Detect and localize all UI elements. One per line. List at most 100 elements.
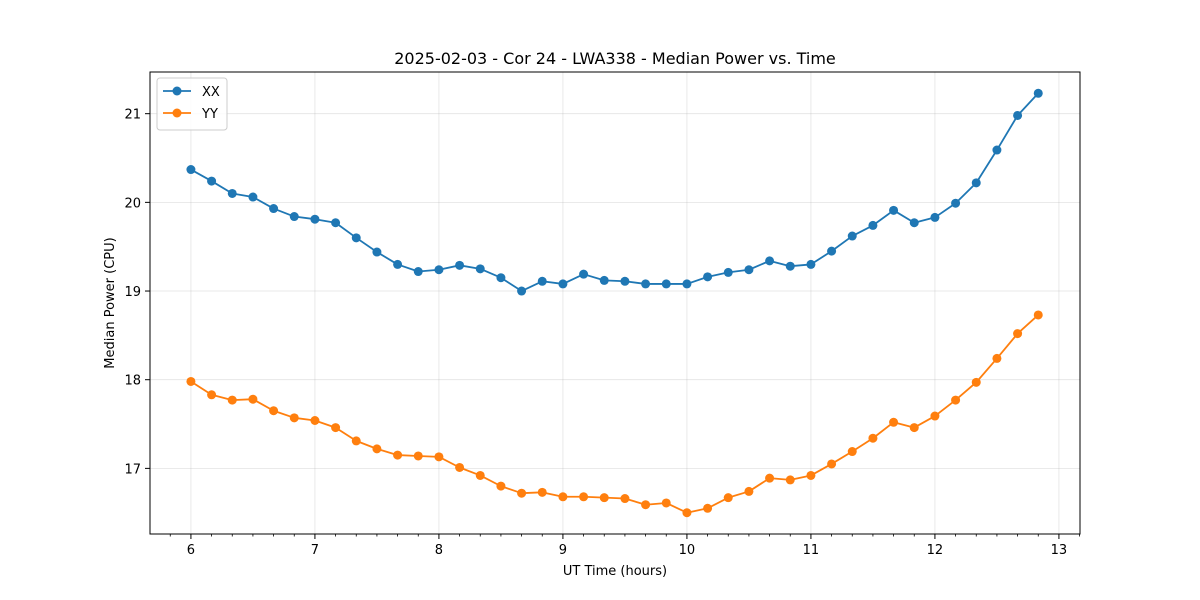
plot-area-frame	[149, 71, 1081, 535]
data-point-xx	[641, 279, 651, 289]
x-tick-label: 7	[311, 543, 319, 558]
data-point-xx	[558, 279, 568, 289]
data-point-xx	[537, 276, 547, 286]
y-tick-label: 21	[124, 108, 141, 123]
data-point-yy	[537, 487, 547, 497]
data-point-yy	[1013, 329, 1023, 339]
data-point-yy	[620, 494, 630, 504]
data-point-yy	[599, 493, 609, 503]
y-axis-title: Median Power (CPU)	[103, 237, 118, 368]
data-point-xx	[434, 265, 444, 275]
data-point-xx	[599, 275, 609, 285]
legend-label: YY	[201, 107, 218, 122]
x-tick-label: 9	[559, 543, 567, 558]
data-point-yy	[434, 452, 444, 462]
data-point-yy	[331, 423, 341, 433]
data-point-yy	[992, 353, 1002, 363]
data-point-yy	[1033, 310, 1043, 320]
x-axis-title: UT Time (hours)	[563, 564, 667, 579]
data-point-xx	[351, 233, 361, 243]
data-point-yy	[269, 406, 279, 416]
y-tick-label: 17	[124, 462, 141, 477]
data-point-xx	[517, 286, 527, 296]
data-point-yy	[455, 462, 465, 472]
data-point-xx	[744, 265, 754, 275]
data-point-yy	[227, 395, 237, 405]
data-point-xx	[703, 272, 713, 282]
legend-label: XX	[202, 85, 220, 100]
data-point-yy	[785, 475, 795, 485]
data-point-yy	[207, 390, 217, 400]
y-axis-ticks: 17 18 19 20 21	[124, 108, 150, 477]
series-yy	[186, 310, 1043, 518]
data-point-xx	[992, 145, 1002, 155]
x-tick-label: 8	[435, 543, 443, 558]
data-point-yy	[971, 377, 981, 387]
data-point-xx	[496, 273, 506, 283]
data-point-xx	[909, 218, 919, 228]
data-point-xx	[661, 279, 671, 289]
data-point-xx	[785, 261, 795, 271]
y-tick-label: 18	[124, 374, 141, 389]
data-point-xx	[847, 231, 857, 241]
data-point-yy	[703, 503, 713, 513]
data-point-xx	[372, 247, 382, 257]
data-point-yy	[517, 488, 527, 498]
legend: XX YY	[156, 77, 228, 131]
data-point-yy	[682, 508, 692, 518]
data-point-yy	[723, 493, 733, 503]
data-point-xx	[889, 205, 899, 215]
data-point-xx	[765, 256, 775, 266]
data-point-xx	[331, 218, 341, 228]
x-tick-label: 6	[187, 543, 195, 558]
data-point-xx	[579, 269, 589, 279]
data-point-yy	[248, 394, 258, 404]
data-point-yy	[413, 451, 423, 461]
data-point-yy	[889, 417, 899, 427]
data-point-xx	[455, 260, 465, 270]
data-point-yy	[186, 376, 196, 386]
data-point-xx	[951, 198, 961, 208]
data-point-xx	[827, 246, 837, 256]
data-point-yy	[847, 447, 857, 457]
data-point-xx	[227, 188, 237, 198]
data-point-yy	[579, 492, 589, 502]
data-point-xx	[186, 165, 196, 175]
data-point-yy	[765, 473, 775, 483]
data-point-yy	[951, 395, 961, 405]
data-point-yy	[827, 459, 837, 469]
data-point-yy	[930, 411, 940, 421]
data-point-yy	[393, 450, 403, 460]
data-point-yy	[289, 413, 299, 423]
series-xx	[186, 88, 1043, 296]
grid-lines	[150, 72, 1080, 534]
data-point-xx	[269, 204, 279, 214]
data-point-xx	[868, 220, 878, 230]
data-point-xx	[930, 212, 940, 222]
data-point-yy	[909, 423, 919, 433]
data-point-xx	[475, 264, 485, 274]
data-point-xx	[310, 214, 320, 224]
x-tick-label: 10	[679, 543, 696, 558]
data-point-xx	[248, 192, 258, 202]
legend-item: XX	[163, 85, 220, 100]
data-point-xx	[1013, 110, 1023, 120]
chart-title: 2025-02-03 - Cor 24 - LWA338 - Median Po…	[394, 49, 836, 68]
x-axis-ticks: 6 7 8 9 10 11 12 13	[169, 534, 1080, 558]
data-point-xx	[806, 259, 816, 269]
x-tick-label: 13	[1051, 543, 1068, 558]
data-point-yy	[310, 415, 320, 425]
y-tick-label: 20	[124, 196, 141, 211]
data-point-xx	[413, 267, 423, 277]
data-point-yy	[641, 500, 651, 510]
legend-item: YY	[163, 107, 218, 122]
x-tick-label: 12	[927, 543, 944, 558]
data-point-xx	[207, 176, 217, 186]
legend-swatch-marker	[172, 108, 182, 118]
data-point-xx	[393, 259, 403, 269]
data-point-xx	[971, 178, 981, 188]
series-layer	[186, 88, 1043, 518]
y-tick-label: 19	[124, 285, 141, 300]
data-point-xx	[723, 267, 733, 277]
